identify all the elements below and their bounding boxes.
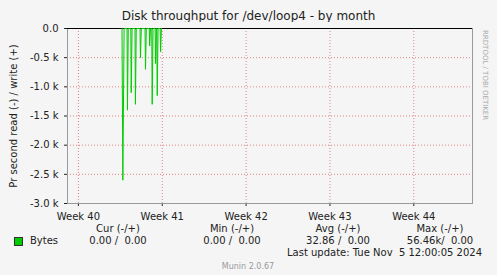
svg-text:-1.0 k: -1.0 k <box>30 81 59 92</box>
html-text:32.86 / 0.00: 32.86 / 0.00 <box>306 235 370 246</box>
html-text:Max (-/+): Max (-/+) <box>416 223 464 234</box>
html-text:Avg (-/+): Avg (-/+) <box>315 223 361 234</box>
html-text:Munin 2.0.67: Munin 2.0.67 <box>221 262 275 271</box>
svg-text:-1.5 k: -1.5 k <box>30 110 59 121</box>
html-text:0.00 / 0.00: 0.00 / 0.00 <box>89 235 147 246</box>
svg-text:0.0: 0.0 <box>43 23 59 34</box>
html-text:Last update: Tue Nov 5 12:00:0: Last update: Tue Nov 5 12:00:05 2024 <box>287 247 482 258</box>
html-text:Bytes: Bytes <box>30 235 59 246</box>
html-text:0.00 / 0.00: 0.00 / 0.00 <box>203 235 261 246</box>
svg-text:Week 40: Week 40 <box>57 211 100 221</box>
svg-text:-3.0 k: -3.0 k <box>30 198 59 209</box>
html-text:Cur (-/+): Cur (-/+) <box>96 223 140 234</box>
svg-text:Week 41: Week 41 <box>141 211 184 221</box>
svg-text:Week 43: Week 43 <box>308 211 351 221</box>
html-text:RRDTOOL / TOBI OETIKER: RRDTOOL / TOBI OETIKER <box>481 30 489 121</box>
svg-text:-2.0 k: -2.0 k <box>30 139 59 150</box>
html-text:Disk throughput for /dev/loop4: Disk throughput for /dev/loop4 - by mont… <box>121 9 376 23</box>
svg-text:Week 44: Week 44 <box>392 211 435 221</box>
svg-text:-2.5 k: -2.5 k <box>30 169 59 180</box>
svg-text:Pr second read (-) / write (+): Pr second read (-) / write (+) <box>8 44 19 187</box>
html-text:56.46k/ 0.00: 56.46k/ 0.00 <box>406 235 474 246</box>
svg-text:-0.5 k: -0.5 k <box>30 52 59 63</box>
svg-text:Week 42: Week 42 <box>224 211 267 221</box>
html-text:Min (-/+): Min (-/+) <box>210 223 254 234</box>
